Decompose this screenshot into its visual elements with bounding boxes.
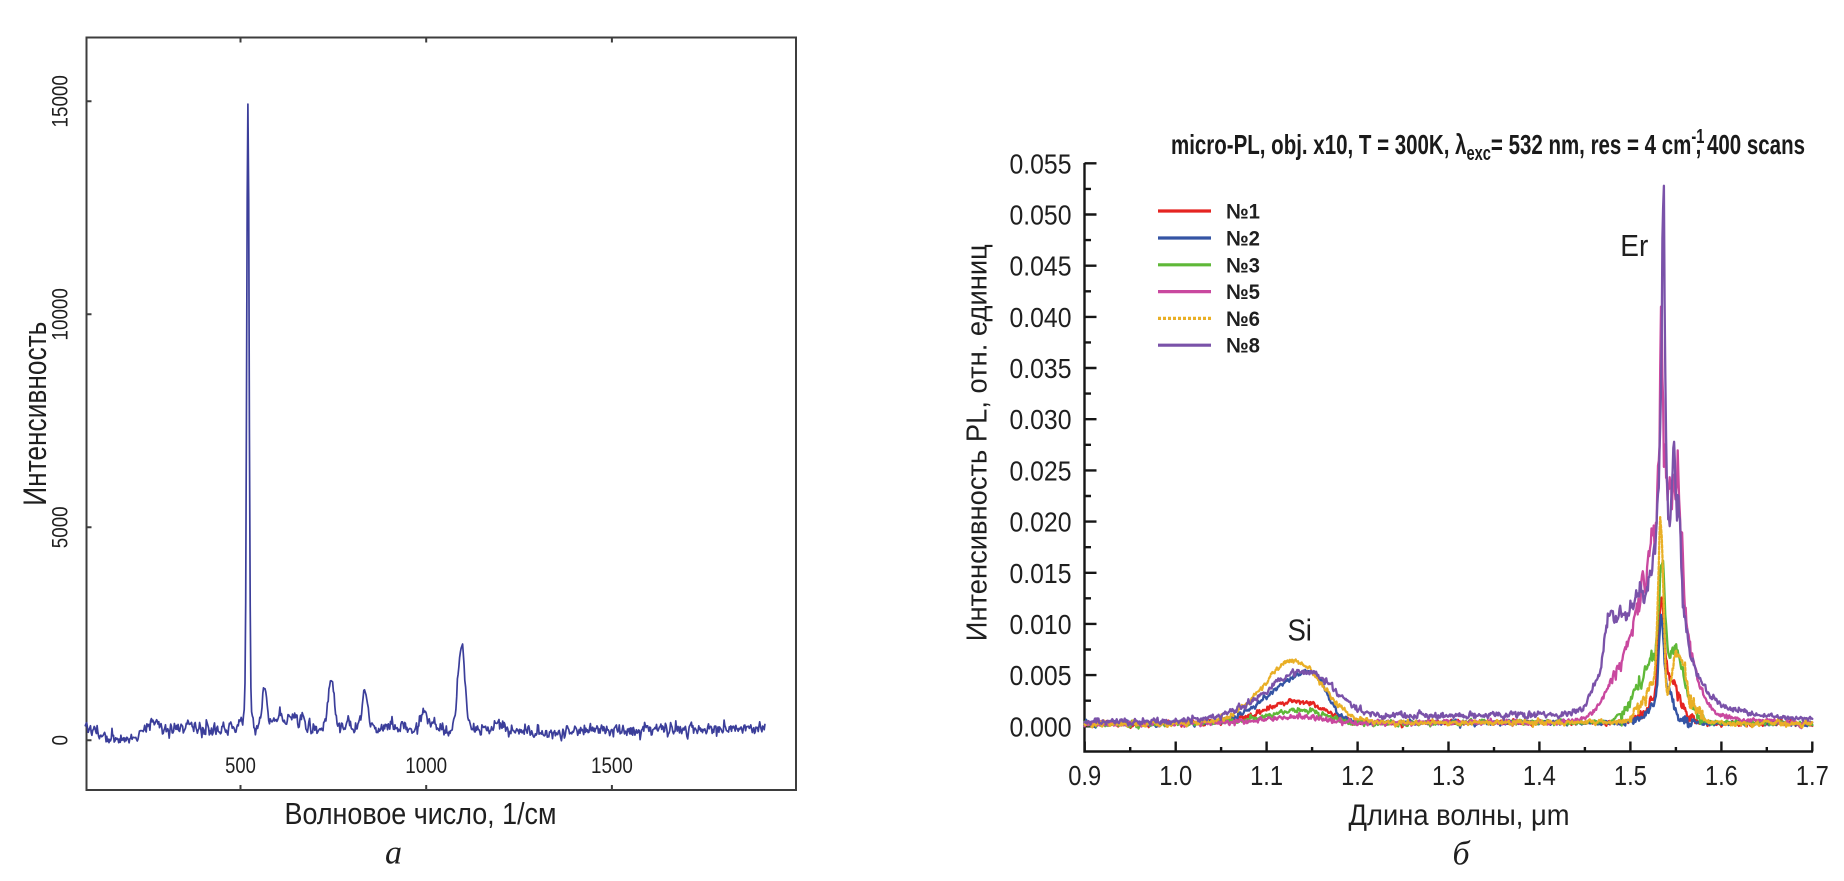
svg-text:Интенсивность PL, отн. единиц: Интенсивность PL, отн. единиц — [962, 244, 994, 641]
svg-text:0.000: 0.000 — [1010, 711, 1072, 742]
svg-text:№6: №6 — [1226, 308, 1260, 331]
svg-text:0.055: 0.055 — [1010, 148, 1072, 179]
svg-text:1.4: 1.4 — [1523, 760, 1556, 791]
svg-text:№1: №1 — [1226, 201, 1260, 224]
svg-text:б: б — [1452, 836, 1471, 873]
svg-text:0.030: 0.030 — [1010, 404, 1072, 435]
svg-text:1.5: 1.5 — [1614, 760, 1647, 791]
svg-text:№3: №3 — [1226, 254, 1260, 277]
svg-text:0.025: 0.025 — [1010, 455, 1072, 486]
svg-text:1.0: 1.0 — [1159, 760, 1192, 791]
svg-text:а: а — [385, 835, 402, 872]
svg-text:1.2: 1.2 — [1341, 760, 1374, 791]
svg-text:0.045: 0.045 — [1010, 251, 1072, 282]
svg-text:Er: Er — [1620, 228, 1648, 263]
svg-text:Интенсивность: Интенсивность — [17, 322, 53, 506]
svg-text:1.1: 1.1 — [1250, 760, 1283, 791]
svg-text:Волновое число, 1/см: Волновое число, 1/см — [285, 796, 557, 831]
svg-text:0.9: 0.9 — [1068, 760, 1101, 791]
svg-text:Длина волны, μm: Длина волны, μm — [1349, 799, 1570, 832]
svg-text:1500: 1500 — [591, 753, 633, 778]
svg-text:0.015: 0.015 — [1010, 558, 1072, 589]
svg-text:0: 0 — [48, 735, 73, 746]
svg-text:500: 500 — [225, 753, 256, 778]
svg-text:0.010: 0.010 — [1010, 609, 1072, 640]
svg-text:0.050: 0.050 — [1010, 200, 1072, 231]
svg-text:1.7: 1.7 — [1796, 760, 1829, 791]
svg-text:1.6: 1.6 — [1705, 760, 1738, 791]
svg-text:0.020: 0.020 — [1010, 507, 1072, 538]
svg-text:1.3: 1.3 — [1432, 760, 1465, 791]
svg-text:10000: 10000 — [48, 288, 73, 340]
svg-text:0.005: 0.005 — [1010, 660, 1072, 691]
svg-text:Si: Si — [1287, 613, 1312, 648]
svg-text:№5: №5 — [1226, 281, 1260, 304]
svg-text:№8: №8 — [1226, 335, 1260, 358]
svg-text:1000: 1000 — [405, 753, 447, 778]
svg-text:0.035: 0.035 — [1010, 353, 1072, 384]
svg-text:0.040: 0.040 — [1010, 302, 1072, 333]
svg-text:№2: №2 — [1226, 228, 1260, 251]
svg-text:5000: 5000 — [48, 506, 73, 548]
svg-text:15000: 15000 — [48, 75, 73, 127]
